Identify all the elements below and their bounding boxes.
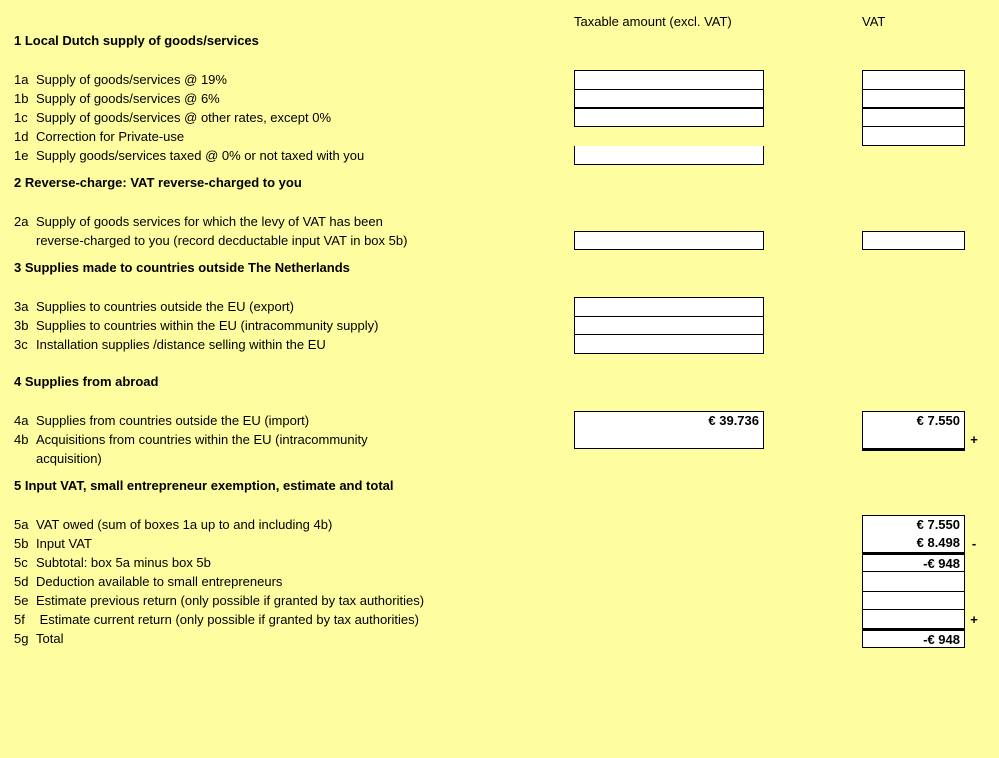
row-5g-label: 5gTotal — [14, 629, 574, 648]
row-5d-vat[interactable] — [862, 572, 965, 591]
row-3b-taxable[interactable] — [574, 316, 764, 335]
row-3a-taxable[interactable] — [574, 297, 764, 316]
row-1a-vat[interactable] — [862, 70, 965, 89]
section-2-title: 2 Reverse-charge: VAT reverse-charged to… — [14, 165, 574, 200]
row-4b-taxable[interactable] — [574, 430, 764, 449]
row-3b-label: 3bSupplies to countries within the EU (i… — [14, 316, 574, 335]
row-4b-vat[interactable] — [862, 430, 965, 449]
row-1d-vat[interactable] — [862, 127, 965, 146]
row-3c-taxable[interactable] — [574, 335, 764, 354]
row-3c-label: 3cInstallation supplies /distance sellin… — [14, 335, 574, 354]
row-4b-op: + — [965, 430, 983, 449]
section-3-title: 3 Supplies made to countries outside The… — [14, 250, 574, 285]
row-1a-label: 1aSupply of goods/services @ 19% — [14, 70, 574, 89]
row-5a-label: 5aVAT owed (sum of boxes 1a up to and in… — [14, 515, 574, 534]
row-5c-label: 5cSubtotal: box 5a minus box 5b — [14, 553, 574, 572]
row-5f-op: + — [965, 610, 983, 629]
row-4b-label2: acquisition) — [14, 449, 574, 468]
row-1c-taxable[interactable] — [574, 108, 764, 127]
row-5d-label: 5dDeduction available to small entrepren… — [14, 572, 574, 591]
header-vat: VAT — [862, 14, 965, 33]
row-1e-label: 1eSupply goods/services taxed @ 0% or no… — [14, 146, 574, 165]
row-2a-label1: 2aSupply of goods services for which the… — [14, 212, 574, 231]
row-4a-taxable[interactable]: € 39.736 — [574, 411, 764, 430]
row-5g-vat[interactable]: -€ 948 — [862, 629, 965, 648]
row-4b-label1: 4bAcquisitions from countries within the… — [14, 430, 574, 449]
row-3a-label: 3aSupplies to countries outside the EU (… — [14, 297, 574, 316]
row-1a-taxable[interactable] — [574, 70, 764, 89]
row-2a-vat[interactable] — [862, 231, 965, 250]
row-5a-vat[interactable]: € 7.550 — [862, 515, 965, 534]
row-1b-label: 1bSupply of goods/services @ 6% — [14, 89, 574, 108]
row-2a-label2: reverse-charged to you (record decductab… — [14, 231, 574, 250]
row-5e-vat[interactable] — [862, 591, 965, 610]
row-5f-label: 5f Estimate current return (only possibl… — [14, 610, 574, 629]
section-5-title: 5 Input VAT, small entrepreneur exemptio… — [14, 468, 574, 503]
row-1e-taxable[interactable] — [574, 146, 764, 165]
row-2a-taxable[interactable] — [574, 231, 764, 250]
section-1-title: 1 Local Dutch supply of goods/services — [14, 33, 574, 58]
row-5b-op: - — [965, 534, 983, 553]
row-5b-label: 5bInput VAT — [14, 534, 574, 553]
row-5c-vat[interactable]: -€ 948 — [862, 553, 965, 572]
row-1c-vat[interactable] — [862, 108, 965, 127]
divider-4 — [862, 449, 965, 451]
row-4a-label: 4aSupplies from countries outside the EU… — [14, 411, 574, 430]
row-5e-label: 5eEstimate previous return (only possibl… — [14, 591, 574, 610]
row-1b-taxable[interactable] — [574, 89, 764, 108]
vat-return-form: Taxable amount (excl. VAT) VAT 1 Local D… — [14, 14, 999, 648]
row-1b-vat[interactable] — [862, 89, 965, 108]
row-4a-vat[interactable]: € 7.550 — [862, 411, 965, 430]
row-1d-label: 1dCorrection for Private-use — [14, 127, 574, 146]
row-1c-label: 1cSupply of goods/services @ other rates… — [14, 108, 574, 127]
row-5b-vat[interactable]: € 8.498 — [862, 534, 965, 553]
header-taxable: Taxable amount (excl. VAT) — [574, 14, 764, 33]
section-4-title: 4 Supplies from abroad — [14, 364, 574, 399]
row-5f-vat[interactable] — [862, 610, 965, 629]
